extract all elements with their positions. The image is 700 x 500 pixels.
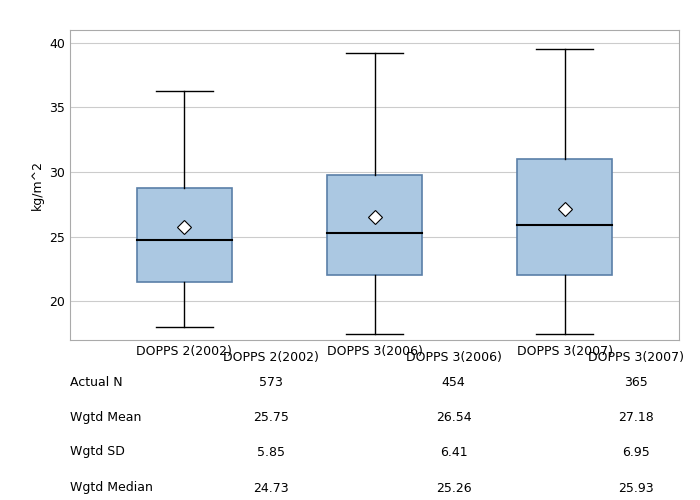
Text: 454: 454 bbox=[442, 376, 466, 390]
Text: Actual N: Actual N bbox=[70, 376, 122, 390]
Text: 5.85: 5.85 bbox=[257, 446, 285, 458]
Text: 24.73: 24.73 bbox=[253, 482, 289, 494]
Text: 6.41: 6.41 bbox=[440, 446, 468, 458]
Y-axis label: kg/m^2: kg/m^2 bbox=[31, 160, 43, 210]
Text: 573: 573 bbox=[259, 376, 283, 390]
Text: DOPPS 3(2007): DOPPS 3(2007) bbox=[589, 352, 685, 364]
Text: 27.18: 27.18 bbox=[619, 411, 654, 424]
FancyBboxPatch shape bbox=[517, 159, 612, 276]
Text: Wgtd Median: Wgtd Median bbox=[70, 482, 153, 494]
Text: 25.93: 25.93 bbox=[619, 482, 654, 494]
Text: 6.95: 6.95 bbox=[622, 446, 650, 458]
Text: 25.75: 25.75 bbox=[253, 411, 289, 424]
FancyBboxPatch shape bbox=[327, 174, 422, 276]
Text: 26.54: 26.54 bbox=[436, 411, 472, 424]
FancyBboxPatch shape bbox=[136, 188, 232, 282]
Text: 25.26: 25.26 bbox=[436, 482, 472, 494]
Text: DOPPS 2(2002): DOPPS 2(2002) bbox=[223, 352, 319, 364]
Text: DOPPS 3(2006): DOPPS 3(2006) bbox=[406, 352, 502, 364]
Text: Wgtd SD: Wgtd SD bbox=[70, 446, 125, 458]
Text: Wgtd Mean: Wgtd Mean bbox=[70, 411, 141, 424]
Text: 365: 365 bbox=[624, 376, 648, 390]
